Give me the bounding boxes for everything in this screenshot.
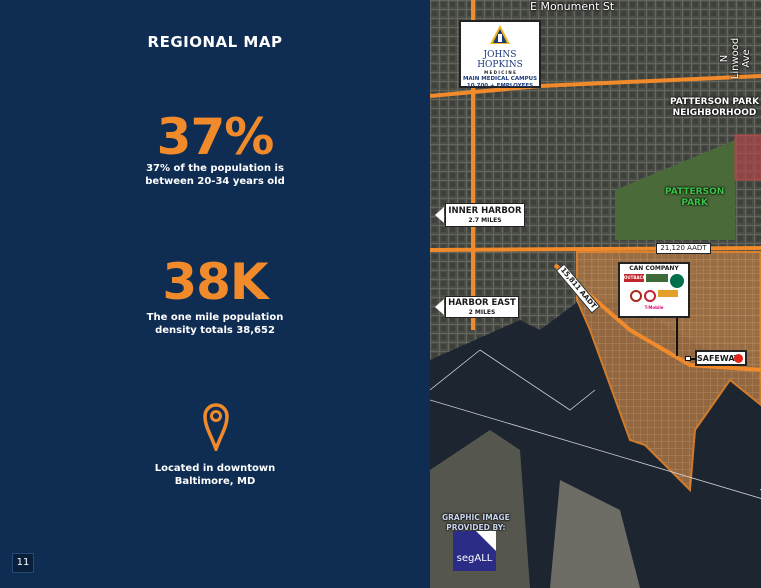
traffic-count-east: 21,120 AADT	[656, 243, 711, 254]
starbucks-logo	[670, 274, 684, 288]
page-number: 11	[12, 553, 34, 573]
inner-harbor-callout: INNER HARBOR 2.7 MILES	[445, 203, 525, 227]
neighborhood-label: PATTERSON PARK NEIGHBORHOOD	[670, 97, 760, 118]
johns-hopkins-callout: JOHNS HOPKINS M E D I C I N E MAIN MEDIC…	[459, 20, 541, 89]
patterson-park-area	[615, 140, 735, 240]
harbor-east-callout: HARBOR EAST 2 MILES	[445, 296, 519, 318]
tenant-logos: OUTBACK T-Mobile	[620, 273, 688, 312]
street-label-monument: E Monument St	[530, 0, 615, 13]
segall-logo: segALL	[453, 531, 496, 571]
left-panel: REGIONAL MAP 37% 37% of the population i…	[12, 33, 285, 573]
stat-caption-density: The one mile population density totals 38…	[146, 312, 284, 336]
park-label: PATTERSON PARK	[665, 187, 725, 208]
street-label-linwood: N Linwood Ave	[719, 37, 752, 80]
arrow-left-icon	[435, 207, 444, 223]
stat-value-age: 37%	[156, 108, 275, 166]
stat-value-density: 38K	[162, 253, 268, 311]
location-caption: Located in downtown Baltimore, MD	[154, 463, 276, 487]
map-pin-icon	[203, 403, 229, 451]
image-credit: GRAPHIC IMAGE PROVIDED BY:	[442, 513, 510, 532]
arrow-left-icon	[435, 299, 444, 315]
regional-map: E Monument St N Linwood Ave JOHNS HOPKIN…	[430, 0, 761, 588]
hopkins-shield-icon	[490, 25, 510, 44]
safeway-callout: SAFEWAY	[695, 350, 747, 366]
can-company-callout: CAN COMPANY OUTBACK T-Mobile	[618, 262, 690, 318]
page-title: REGIONAL MAP	[147, 33, 283, 51]
stat-caption-age: 37% of the population is between 20-34 ye…	[145, 163, 285, 187]
